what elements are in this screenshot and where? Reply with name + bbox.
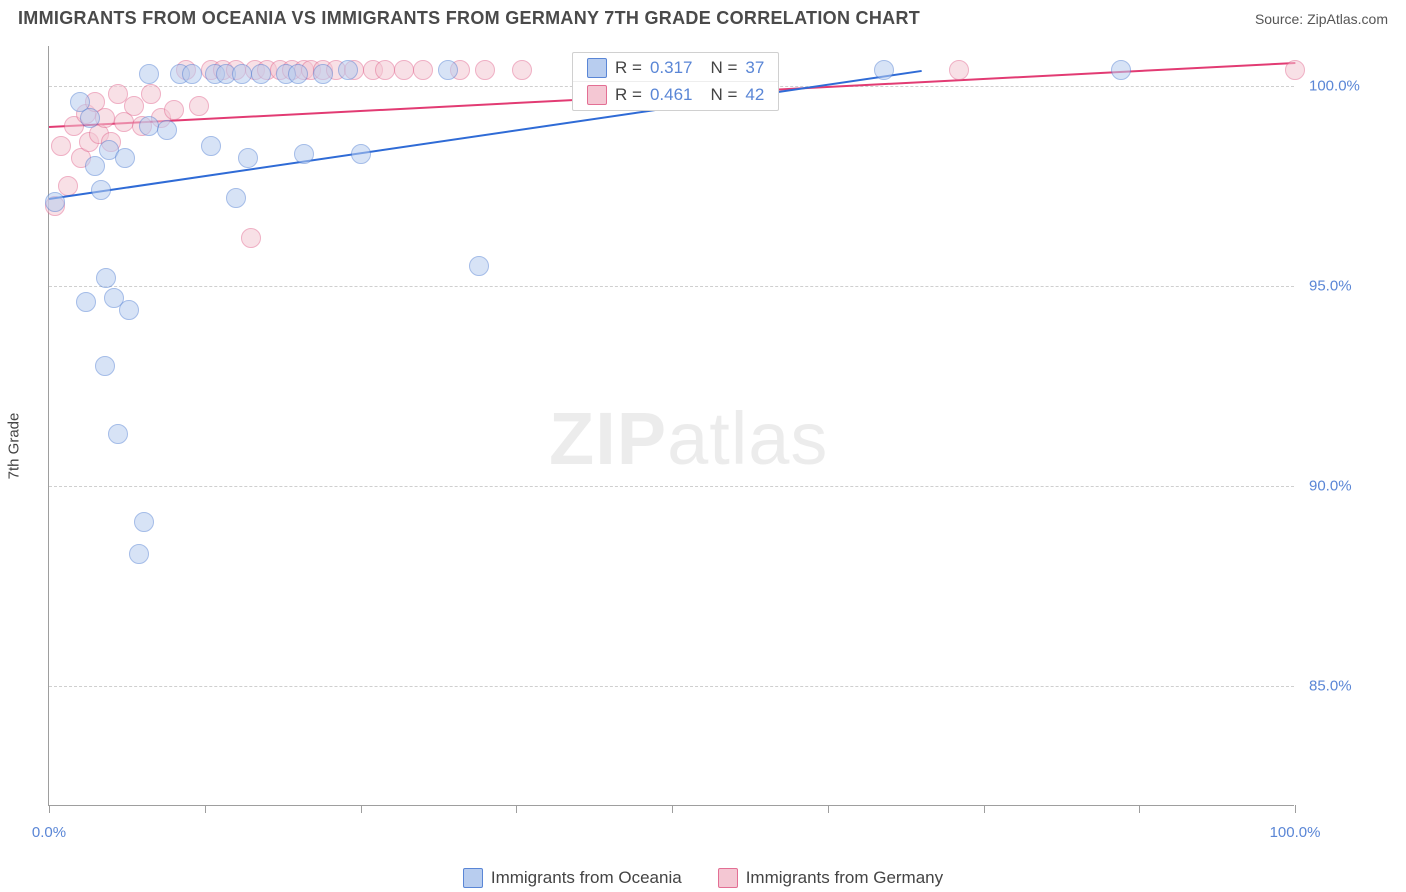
scatter-point-oceania bbox=[338, 60, 358, 80]
scatter-point-germany bbox=[512, 60, 532, 80]
scatter-point-oceania bbox=[91, 180, 111, 200]
legend-row-oceania: R = 0.317 N = 37 bbox=[573, 55, 778, 81]
scatter-point-germany bbox=[394, 60, 414, 80]
scatter-point-oceania bbox=[157, 120, 177, 140]
bottom-legend: Immigrants from Oceania Immigrants from … bbox=[0, 868, 1406, 888]
y-tick-label: 85.0% bbox=[1309, 678, 1352, 695]
scatter-point-germany bbox=[475, 60, 495, 80]
legend-N-label: N = bbox=[710, 58, 737, 78]
x-tick bbox=[1139, 805, 1140, 813]
gridline-h bbox=[49, 486, 1294, 487]
legend-R-value: 0.317 bbox=[650, 58, 693, 78]
legend-label-oceania: Immigrants from Oceania bbox=[491, 868, 682, 888]
legend-item-oceania: Immigrants from Oceania bbox=[463, 868, 682, 888]
y-tick-label: 90.0% bbox=[1309, 478, 1352, 495]
plot-area: ZIPatlas 85.0%90.0%95.0%100.0%0.0%100.0%… bbox=[48, 46, 1294, 806]
scatter-point-oceania bbox=[108, 424, 128, 444]
x-tick-label: 100.0% bbox=[1270, 824, 1321, 841]
scatter-point-oceania bbox=[288, 64, 308, 84]
legend-N-value: 37 bbox=[745, 58, 764, 78]
scatter-point-oceania bbox=[201, 136, 221, 156]
x-tick bbox=[49, 805, 50, 813]
legend-label-germany: Immigrants from Germany bbox=[746, 868, 943, 888]
x-tick bbox=[205, 805, 206, 813]
scatter-point-oceania bbox=[139, 64, 159, 84]
scatter-point-germany bbox=[164, 100, 184, 120]
scatter-point-oceania bbox=[182, 64, 202, 84]
scatter-point-germany bbox=[375, 60, 395, 80]
legend-R-label: R = bbox=[615, 85, 642, 105]
chart-title: IMMIGRANTS FROM OCEANIA VS IMMIGRANTS FR… bbox=[18, 8, 920, 29]
scatter-point-germany bbox=[949, 60, 969, 80]
scatter-point-oceania bbox=[95, 356, 115, 376]
watermark: ZIPatlas bbox=[549, 396, 828, 481]
chart-header: IMMIGRANTS FROM OCEANIA VS IMMIGRANTS FR… bbox=[0, 0, 1406, 33]
x-tick bbox=[828, 805, 829, 813]
scatter-point-oceania bbox=[313, 64, 333, 84]
scatter-point-oceania bbox=[232, 64, 252, 84]
watermark-atlas: atlas bbox=[667, 397, 828, 480]
plot-wrap: ZIPatlas 85.0%90.0%95.0%100.0%0.0%100.0%… bbox=[48, 46, 1388, 806]
scatter-point-oceania bbox=[251, 64, 271, 84]
scatter-point-oceania bbox=[1111, 60, 1131, 80]
watermark-zip: ZIP bbox=[549, 397, 667, 480]
scatter-point-oceania bbox=[80, 108, 100, 128]
swatch-oceania bbox=[587, 58, 607, 78]
scatter-point-oceania bbox=[119, 300, 139, 320]
scatter-point-oceania bbox=[134, 512, 154, 532]
source-prefix: Source: bbox=[1255, 11, 1307, 27]
scatter-point-oceania bbox=[294, 144, 314, 164]
y-tick-label: 95.0% bbox=[1309, 278, 1352, 295]
scatter-point-oceania bbox=[76, 292, 96, 312]
legend-item-germany: Immigrants from Germany bbox=[718, 868, 943, 888]
legend-row-germany: R = 0.461 N = 42 bbox=[573, 81, 778, 108]
scatter-point-oceania bbox=[45, 192, 65, 212]
scatter-point-oceania bbox=[226, 188, 246, 208]
trend-line-oceania bbox=[49, 70, 921, 200]
gridline-h bbox=[49, 686, 1294, 687]
legend-R-value: 0.461 bbox=[650, 85, 693, 105]
scatter-point-germany bbox=[241, 228, 261, 248]
x-tick bbox=[361, 805, 362, 813]
legend-N-label: N = bbox=[710, 85, 737, 105]
x-tick bbox=[1295, 805, 1296, 813]
correlation-legend: R = 0.317 N = 37 R = 0.461 N = 42 bbox=[572, 52, 779, 111]
scatter-point-germany bbox=[189, 96, 209, 116]
scatter-point-oceania bbox=[469, 256, 489, 276]
source-credit: Source: ZipAtlas.com bbox=[1255, 11, 1388, 27]
scatter-point-germany bbox=[141, 84, 161, 104]
x-tick-label: 0.0% bbox=[32, 824, 66, 841]
swatch-oceania bbox=[463, 868, 483, 888]
legend-R-label: R = bbox=[615, 58, 642, 78]
scatter-point-oceania bbox=[238, 148, 258, 168]
swatch-germany bbox=[587, 85, 607, 105]
scatter-point-oceania bbox=[139, 116, 159, 136]
scatter-point-germany bbox=[124, 96, 144, 116]
scatter-point-oceania bbox=[874, 60, 894, 80]
scatter-point-oceania bbox=[351, 144, 371, 164]
scatter-point-oceania bbox=[115, 148, 135, 168]
y-axis-label: 7th Grade bbox=[6, 413, 23, 480]
x-tick bbox=[984, 805, 985, 813]
source-name: ZipAtlas.com bbox=[1307, 11, 1388, 27]
gridline-h bbox=[49, 286, 1294, 287]
scatter-point-oceania bbox=[85, 156, 105, 176]
scatter-point-oceania bbox=[438, 60, 458, 80]
scatter-point-germany bbox=[1285, 60, 1305, 80]
swatch-germany bbox=[718, 868, 738, 888]
scatter-point-germany bbox=[51, 136, 71, 156]
scatter-point-oceania bbox=[129, 544, 149, 564]
legend-N-value: 42 bbox=[745, 85, 764, 105]
y-tick-label: 100.0% bbox=[1309, 78, 1360, 95]
x-tick bbox=[672, 805, 673, 813]
scatter-point-oceania bbox=[96, 268, 116, 288]
x-tick bbox=[516, 805, 517, 813]
scatter-point-germany bbox=[413, 60, 433, 80]
